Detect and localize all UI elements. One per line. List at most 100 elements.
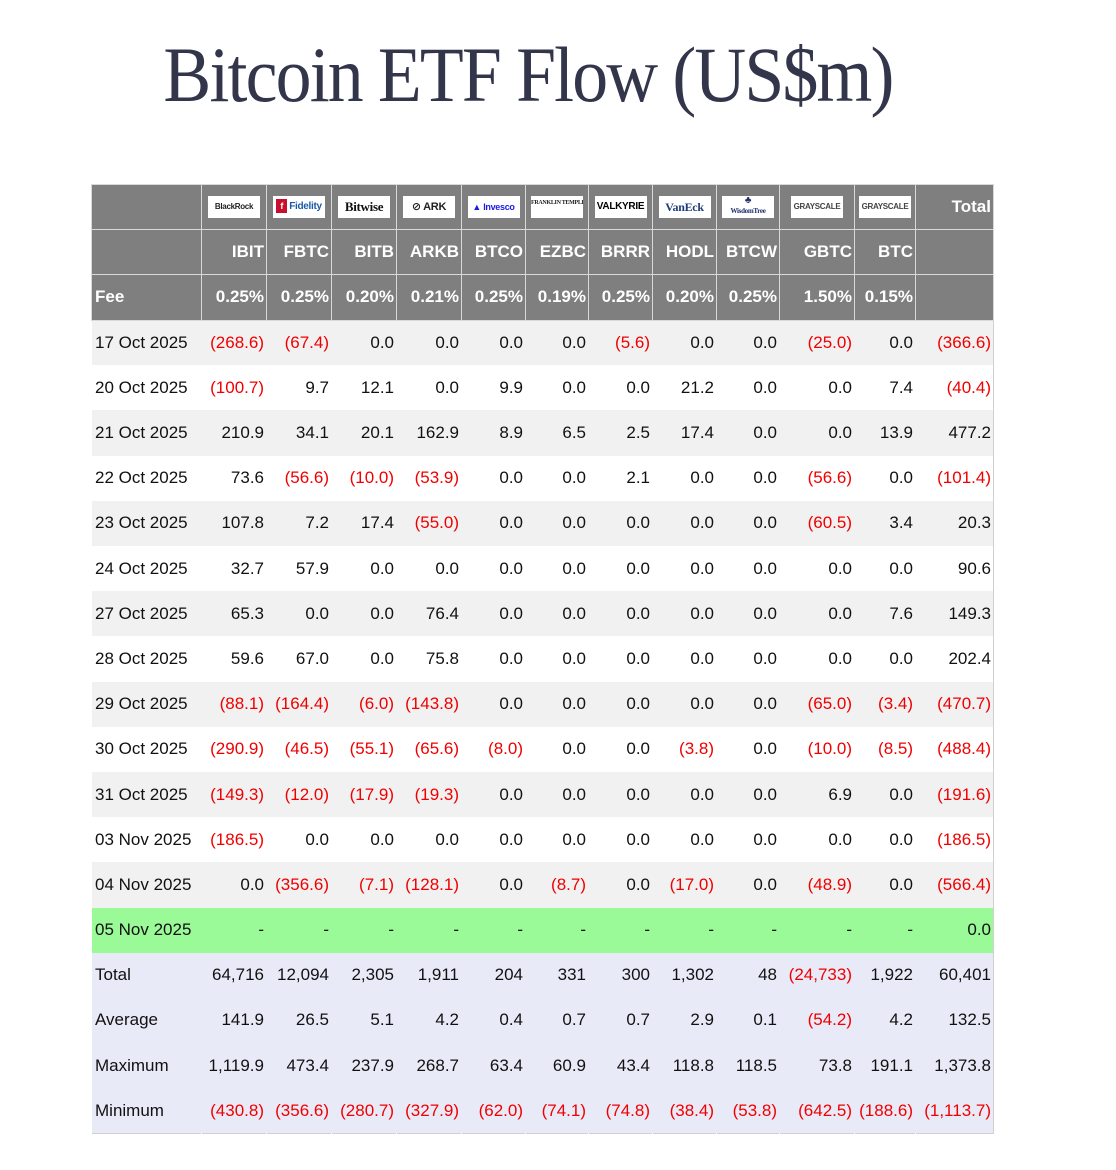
ticker-header: IBIT [201,229,267,276]
summary-value: 26.5 [266,997,332,1044]
flow-value: 0.0 [716,681,780,727]
flow-value: 0.0 [854,817,916,863]
summary-value: 48 [716,952,780,998]
flow-value: (46.5) [266,726,332,772]
issuer-logo-cell: ⊘ ARK [396,183,462,231]
flow-value: 20.1 [331,410,397,456]
flow-value: 0.0 [716,862,780,908]
table-row: 22 Oct 2025 73.6 (56.6) (10.0) (53.9) 0.0 0.0 2… [91,455,994,501]
flow-value: (12.0) [266,771,332,818]
flow-value: 0.0 [331,591,397,637]
flow-value: 3.4 [854,500,916,546]
flow-value: 0.0 [461,681,526,727]
flow-value: 0.0 [525,681,589,727]
flow-value: (10.0) [779,726,855,772]
corner-cell [91,229,202,276]
flow-value: 65.3 [201,591,267,637]
flow-value: - [525,907,589,953]
flow-value: 6.5 [525,410,589,456]
flow-value: (268.6) [201,320,267,366]
summary-value: 63.4 [461,1043,526,1089]
row-total: (186.5) [915,817,994,863]
ticker-header: BTCO [461,229,526,276]
row-date: 17 Oct 2025 [91,320,202,366]
row-total: (488.4) [915,726,994,772]
row-total: 90.6 [915,546,994,592]
flow-value: 0.0 [588,681,653,727]
flow-value: - [201,907,267,953]
summary-value: 1,302 [652,952,717,998]
flow-value: - [652,907,717,953]
flow-value: 0.0 [588,365,653,411]
summary-value: (53.8) [716,1088,780,1134]
flow-value: 12.1 [331,365,397,411]
issuer-logo-cell: ▲ Invesco [461,183,526,231]
summary-value: 0.1 [716,997,780,1044]
flow-value: 0.0 [854,636,916,682]
ticker-header: HODL [652,229,717,276]
flow-value: 13.9 [854,410,916,456]
flow-value: 0.0 [396,365,462,411]
summary-value: (430.8) [201,1088,267,1134]
ticker-header: BTC [854,229,916,276]
flow-value: 0.0 [716,320,780,366]
flow-value: (60.5) [779,500,855,546]
row-date: 30 Oct 2025 [91,726,202,772]
summary-value: 204 [461,952,526,998]
summary-row-minimum: Minimum (430.8) (356.6) (280.7) (327.9) (62.0… [91,1088,994,1134]
flow-value: 0.0 [652,455,717,501]
row-date: 23 Oct 2025 [91,500,202,546]
flow-value: (17.0) [652,862,717,908]
flow-value: 0.0 [652,500,717,546]
flow-value: 0.0 [779,817,855,863]
flow-value: (3.8) [652,726,717,772]
grayscale-logo: GRAYSCALE [859,196,911,219]
flow-value: 0.0 [525,726,589,772]
flow-value: 0.0 [396,546,462,592]
flow-value: (53.9) [396,455,462,501]
flow-value: 0.0 [716,500,780,546]
empty-header [915,229,994,276]
flow-value: 8.9 [461,410,526,456]
ticker-row: IBIT FBTC BITB ARKB BTCO EZBC BRRR HODL BTCW GBTC… [91,229,994,276]
summary-value: 1,922 [854,952,916,998]
summary-label: Average [91,997,202,1044]
row-total: (366.6) [915,320,994,366]
flow-value: 0.0 [588,771,653,818]
summary-value: 300 [588,952,653,998]
page-title: Bitcoin ETF Flow (US$m) [163,31,894,118]
summary-value: 1,119.9 [201,1043,267,1089]
table-row: 03 Nov 2025 (186.5) 0.0 0.0 0.0 0.0 0.0 0.0 0.0 0… [91,817,994,863]
issuer-logo-cell: VanEck [652,183,717,231]
flow-value: 0.0 [461,771,526,818]
summary-total: 60,401 [915,952,994,998]
ticker-header: FBTC [266,229,332,276]
flow-value: 0.0 [331,817,397,863]
flow-value: 0.0 [854,320,916,366]
issuer-name: Fidelity [289,201,322,213]
flow-value: 0.0 [331,546,397,592]
flow-value: (290.9) [201,726,267,772]
flow-value: 0.0 [854,546,916,592]
row-total: 0.0 [915,907,994,953]
ticker-header: BITB [331,229,397,276]
row-date: 03 Nov 2025 [91,817,202,863]
flow-value: 0.0 [779,591,855,637]
flow-value: (25.0) [779,320,855,366]
flow-value: 0.0 [779,636,855,682]
issuer-name: FRANKLIN TEMPLETON [531,200,583,207]
flow-value: 0.0 [396,320,462,366]
issuer-name: WisdomTree [730,207,766,216]
flow-value: 0.0 [588,862,653,908]
ticker-header: ARKB [396,229,462,276]
flow-value: 0.0 [779,410,855,456]
summary-value: 118.5 [716,1043,780,1089]
flow-value: 2.5 [588,410,653,456]
summary-value: (74.1) [525,1088,589,1134]
summary-label: Minimum [91,1088,202,1134]
summary-value: 64,716 [201,952,267,998]
summary-value: 191.1 [854,1043,916,1089]
issuer-name: Bitwise [344,199,384,215]
issuer-name: Invesco [483,202,515,213]
issuer-name: GRAYSCALE [861,202,909,212]
